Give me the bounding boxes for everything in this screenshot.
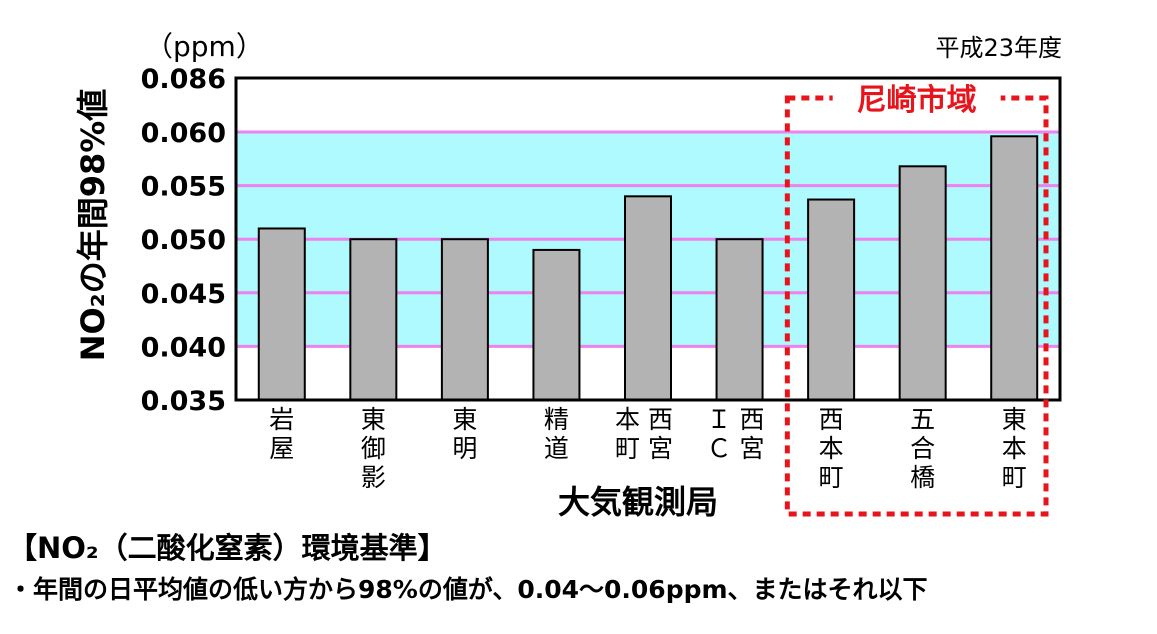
category-label: 町宮 <box>615 434 681 463</box>
bar <box>715 238 764 401</box>
standard-description: ・年間の日平均値の低い方から98%の値が、0.04～0.06ppm、またはそれ以… <box>8 575 928 604</box>
category-label: 明 <box>452 434 477 463</box>
y-tick-label: 0.045 <box>141 279 226 310</box>
bar <box>440 238 489 401</box>
y-tick-labels: 0.086 0.060 0.055 0.050 0.045 0.040 0.035 <box>141 64 226 417</box>
highlight-label: 尼崎市域 <box>857 83 977 118</box>
y-axis-title: NO₂の年間98%値 <box>74 89 112 362</box>
category-label: 岩 <box>269 405 294 434</box>
category-label: 五 <box>910 405 935 434</box>
category-label: 本 <box>819 434 844 463</box>
category-label: 東 <box>452 405 477 434</box>
plot-frame <box>234 76 1062 402</box>
y-tick-label: 0.055 <box>141 172 226 203</box>
category-label: 東 <box>1002 405 1027 434</box>
bars <box>257 135 1039 401</box>
bar <box>807 198 856 401</box>
category-label: 影 <box>361 463 386 492</box>
unit-label: （ppm） <box>145 30 264 63</box>
category-label: 橋 <box>910 463 935 492</box>
category-label: 合 <box>910 434 935 463</box>
standard-title: 【NO₂（二酸化窒素）環境基準】 <box>8 531 447 565</box>
y-tick-label: 0.040 <box>141 332 226 363</box>
bar <box>624 195 672 401</box>
category-label: 御 <box>361 434 386 463</box>
bar <box>257 227 306 401</box>
category-label: Ｃ宮 <box>707 434 773 463</box>
x-axis-title: 大気観測局 <box>558 483 718 521</box>
bar <box>990 135 1039 401</box>
category-label: 道 <box>544 434 569 463</box>
category-label: 精 <box>544 405 569 434</box>
bar <box>532 248 581 401</box>
category-label: 本 <box>1002 434 1027 463</box>
category-label: 東 <box>361 405 386 434</box>
y-tick-label: 0.060 <box>141 118 226 149</box>
fiscal-year-label: 平成23年度 <box>935 34 1062 62</box>
y-tick-label: 0.035 <box>141 386 226 417</box>
bar <box>898 165 947 401</box>
category-label: Ｉ西 <box>707 405 773 434</box>
highlight-label-background <box>832 84 1001 114</box>
category-label: 本西 <box>615 405 681 434</box>
category-label: 町 <box>1002 463 1027 492</box>
y-tick-label: 0.050 <box>141 225 226 256</box>
y-tick-label: 0.086 <box>141 64 226 95</box>
category-label: 町 <box>819 463 844 492</box>
bar <box>349 238 398 401</box>
category-label: 屋 <box>269 434 294 463</box>
category-label: 西 <box>819 405 844 434</box>
